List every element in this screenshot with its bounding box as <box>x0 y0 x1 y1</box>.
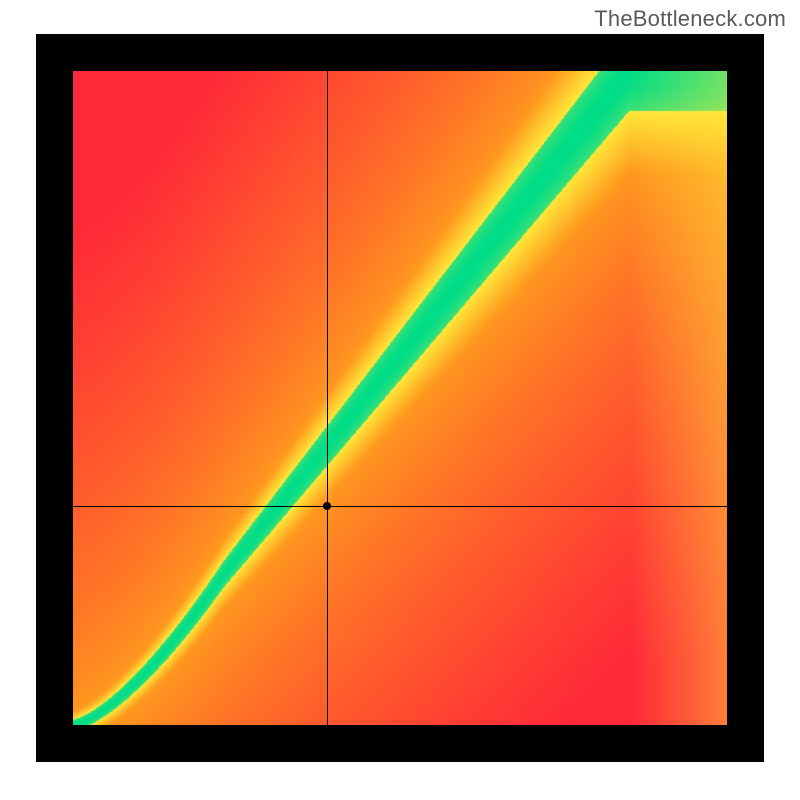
chart-plot-area <box>73 71 727 725</box>
watermark-text: TheBottleneck.com <box>594 6 786 32</box>
page-root: TheBottleneck.com <box>0 0 800 800</box>
heatmap-canvas <box>73 71 727 725</box>
crosshair-horizontal <box>73 506 727 507</box>
crosshair-vertical <box>327 71 328 725</box>
crosshair-marker-dot <box>323 502 331 510</box>
chart-frame <box>36 34 764 762</box>
